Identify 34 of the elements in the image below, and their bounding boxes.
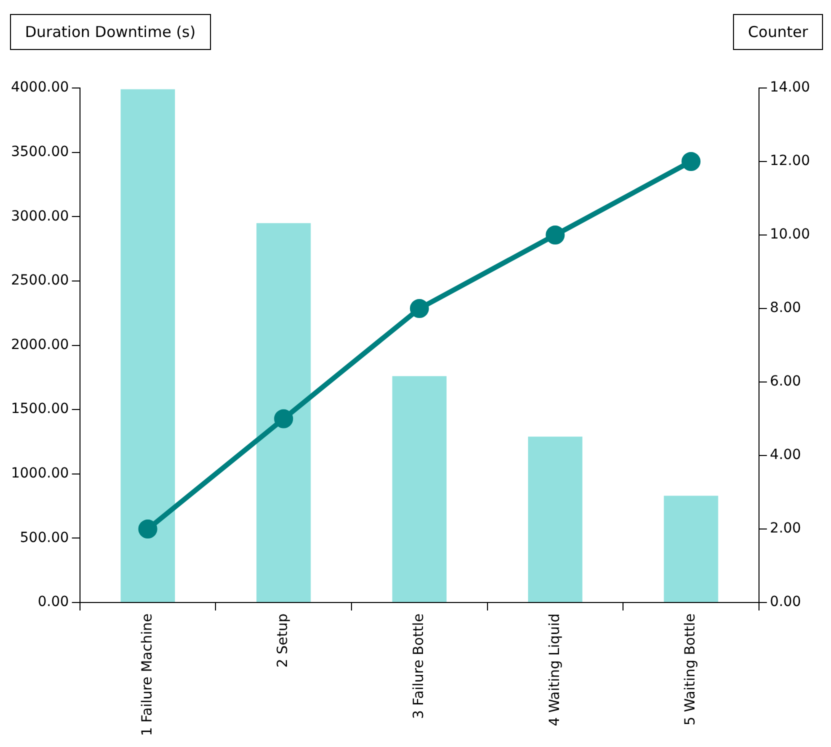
y2-tick-label: 6.00 [770,374,802,390]
x-tick-label: 1 Failure Machine [139,614,156,736]
y2-tick-label: 14.00 [770,80,810,96]
bar [528,436,582,602]
bar [664,496,718,602]
y2-tick-label: 8.00 [770,300,802,316]
x-tick-label: 2 Setup [275,613,292,668]
y-tick-label: 2500.00 [10,272,69,289]
y2-tick-label: 12.00 [770,153,810,170]
y2-axis-title: Counter [733,14,823,50]
y-tick-label: 1500.00 [10,401,69,418]
point [410,299,429,318]
y2-tick-label: 2.00 [770,520,802,537]
point [682,152,701,172]
y-tick-label: 4000.00 [10,80,69,96]
y-tick-label: 500.00 [20,530,69,546]
y2-tick-label: 10.00 [770,226,810,243]
x-tick-label: 5 Waiting Bottle [682,614,699,726]
y-tick-label: 3000.00 [10,208,69,224]
bar [120,89,175,602]
point [274,409,294,428]
x-tick-label: 4 Waiting Liquid [546,614,563,726]
y-tick-label: 0.00 [38,594,69,610]
x-tick-label: 3 Failure Bottle [411,614,428,720]
y2-tick-label: 4.00 [770,447,802,464]
y-axis-title: Duration Downtime (s) [10,14,211,50]
point [546,226,565,245]
y-tick-label: 1000.00 [10,466,69,482]
bar [256,223,311,602]
bar [392,376,447,602]
y-tick-label: 3500.00 [10,144,69,160]
point [138,520,158,539]
y-tick-label: 2000.00 [10,336,69,353]
y2-tick-label: 0.00 [770,594,802,610]
